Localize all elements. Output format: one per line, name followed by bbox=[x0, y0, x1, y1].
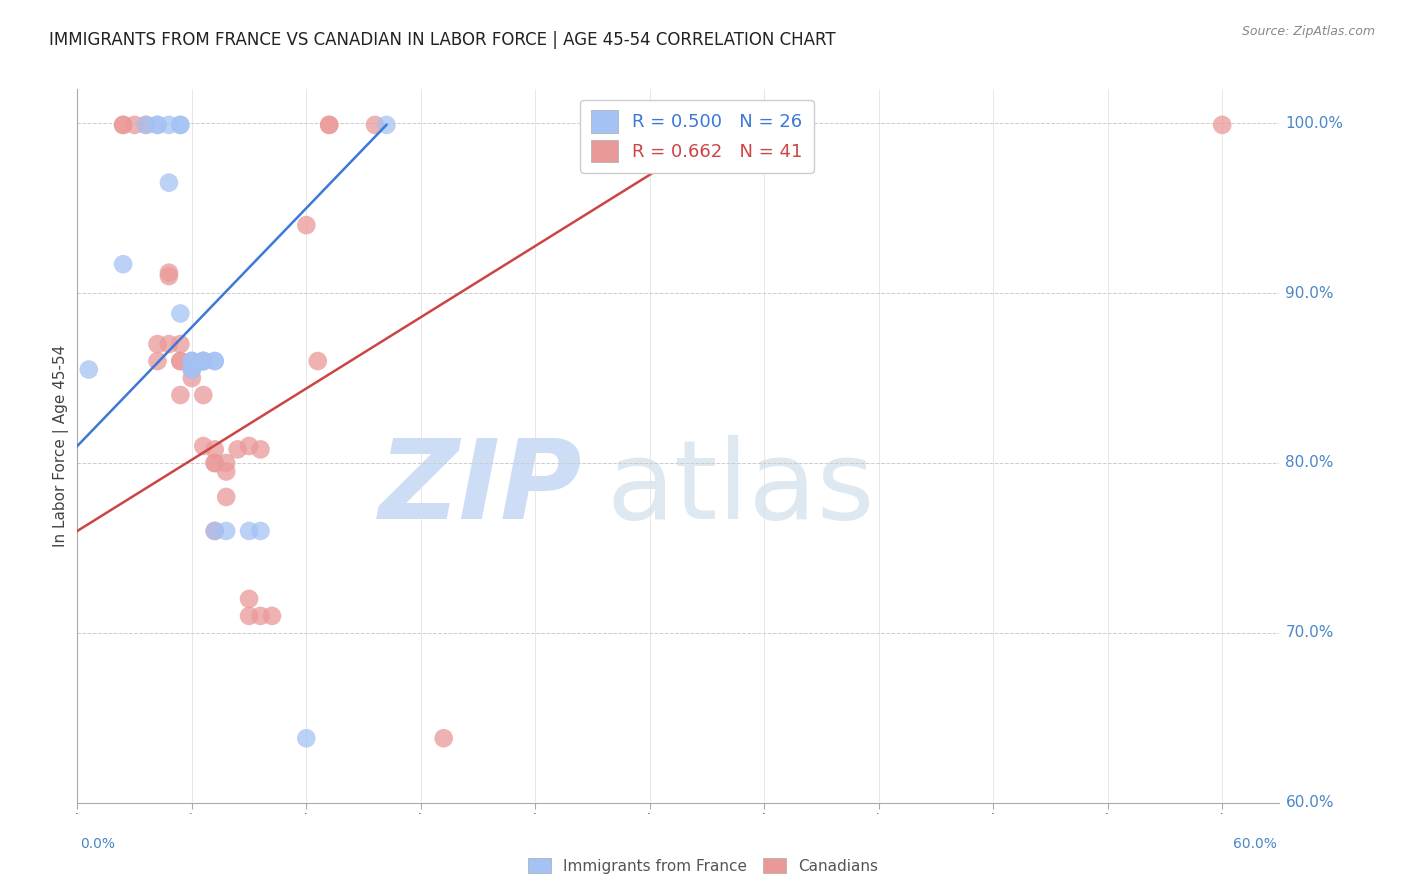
Point bbox=[215, 456, 238, 470]
Point bbox=[238, 608, 260, 623]
Point bbox=[295, 731, 318, 746]
Point bbox=[146, 354, 169, 368]
Point bbox=[238, 439, 260, 453]
Point bbox=[204, 524, 226, 538]
Point bbox=[169, 337, 191, 351]
Text: 60.0%: 60.0% bbox=[1233, 837, 1277, 851]
Legend: R = 0.500   N = 26, R = 0.662   N = 41: R = 0.500 N = 26, R = 0.662 N = 41 bbox=[581, 100, 814, 172]
Point bbox=[112, 118, 135, 132]
Text: 90.0%: 90.0% bbox=[1285, 285, 1334, 301]
Point bbox=[307, 354, 329, 368]
Point bbox=[169, 118, 191, 132]
Point bbox=[249, 442, 271, 457]
Point bbox=[238, 524, 260, 538]
Point bbox=[157, 118, 180, 132]
Point bbox=[318, 118, 340, 132]
Point bbox=[180, 354, 202, 368]
Point bbox=[215, 524, 238, 538]
Point bbox=[146, 118, 169, 132]
Point bbox=[204, 354, 226, 368]
Point bbox=[215, 465, 238, 479]
Point bbox=[433, 731, 456, 746]
Point bbox=[157, 337, 180, 351]
Point bbox=[375, 118, 398, 132]
Point bbox=[1211, 118, 1233, 132]
Point bbox=[146, 337, 169, 351]
Text: 60.0%: 60.0% bbox=[1285, 796, 1334, 810]
Point bbox=[193, 354, 215, 368]
Point bbox=[193, 354, 215, 368]
Point bbox=[193, 388, 215, 402]
Point bbox=[135, 118, 157, 132]
Point bbox=[180, 371, 202, 385]
Point bbox=[249, 608, 271, 623]
Point bbox=[112, 257, 135, 271]
Point bbox=[180, 354, 202, 368]
Point bbox=[146, 118, 169, 132]
Point bbox=[169, 354, 191, 368]
Point bbox=[204, 456, 226, 470]
Point bbox=[180, 362, 202, 376]
Point bbox=[260, 608, 283, 623]
Y-axis label: In Labor Force | Age 45-54: In Labor Force | Age 45-54 bbox=[53, 345, 69, 547]
Text: 0.0%: 0.0% bbox=[80, 837, 115, 851]
Point bbox=[204, 442, 226, 457]
Point bbox=[249, 524, 271, 538]
Point bbox=[718, 118, 741, 132]
Point bbox=[193, 354, 215, 368]
Point bbox=[169, 388, 191, 402]
Point bbox=[215, 490, 238, 504]
Text: 80.0%: 80.0% bbox=[1285, 456, 1334, 470]
Point bbox=[180, 362, 202, 376]
Point bbox=[193, 439, 215, 453]
Point bbox=[157, 176, 180, 190]
Point bbox=[77, 362, 100, 376]
Point bbox=[364, 118, 387, 132]
Point bbox=[193, 354, 215, 368]
Point bbox=[238, 591, 260, 606]
Point bbox=[157, 266, 180, 280]
Point bbox=[318, 118, 340, 132]
Text: Source: ZipAtlas.com: Source: ZipAtlas.com bbox=[1241, 25, 1375, 38]
Text: atlas: atlas bbox=[606, 435, 875, 542]
Legend: Immigrants from France, Canadians: Immigrants from France, Canadians bbox=[522, 852, 884, 880]
Point bbox=[193, 354, 215, 368]
Point bbox=[135, 118, 157, 132]
Text: 70.0%: 70.0% bbox=[1285, 625, 1334, 640]
Point bbox=[157, 269, 180, 284]
Point bbox=[180, 354, 202, 368]
Point bbox=[180, 362, 202, 376]
Point bbox=[169, 354, 191, 368]
Text: ZIP: ZIP bbox=[378, 435, 582, 542]
Point bbox=[204, 456, 226, 470]
Point bbox=[169, 118, 191, 132]
Point bbox=[112, 118, 135, 132]
Point bbox=[226, 442, 249, 457]
Text: IMMIGRANTS FROM FRANCE VS CANADIAN IN LABOR FORCE | AGE 45-54 CORRELATION CHART: IMMIGRANTS FROM FRANCE VS CANADIAN IN LA… bbox=[49, 31, 835, 49]
Point bbox=[124, 118, 146, 132]
Point bbox=[204, 524, 226, 538]
Point bbox=[169, 306, 191, 320]
Point bbox=[204, 354, 226, 368]
Point bbox=[295, 218, 318, 232]
Text: 100.0%: 100.0% bbox=[1285, 116, 1344, 131]
